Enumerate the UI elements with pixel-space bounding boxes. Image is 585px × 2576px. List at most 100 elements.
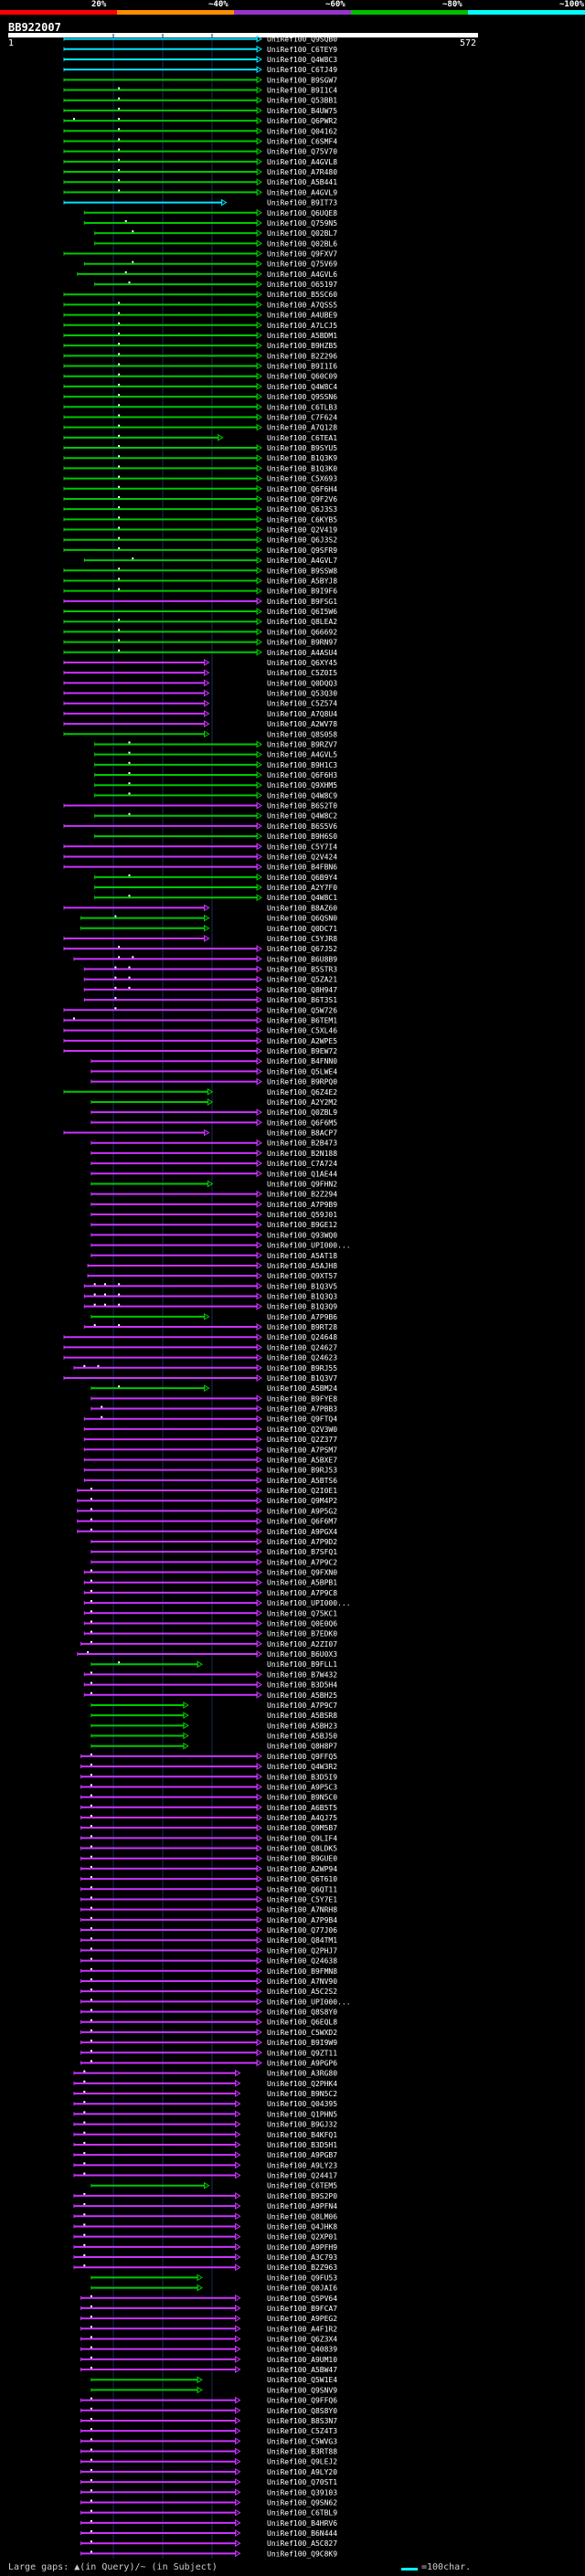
hit-label[interactable]: UniRef100_Q6PWR2 — [267, 117, 337, 125]
hit-label[interactable]: UniRef100_Q6F6M7 — [267, 1518, 337, 1526]
hit-label[interactable]: UniRef100_Q02BL6 — [267, 239, 337, 248]
hit-label[interactable]: UniRef100_A9PEG2 — [267, 2315, 337, 2323]
hit-label[interactable]: UniRef100_Q1PHN5 — [267, 2110, 337, 2118]
hit-label[interactable]: UniRef100_B4FNN0 — [267, 1057, 337, 1065]
hit-label[interactable]: UniRef100_Q5W726 — [267, 1006, 337, 1014]
hit-label[interactable]: UniRef100_Q6B9Y4 — [267, 874, 337, 882]
hit-label[interactable]: UniRef100_B2Z963 — [267, 2263, 337, 2272]
hit-label[interactable]: UniRef100_Q4W8C4 — [267, 383, 337, 391]
hit-label[interactable]: UniRef100_B9RPQ0 — [267, 1078, 337, 1087]
hit-label[interactable]: UniRef100_B7W432 — [267, 1670, 337, 1679]
hit-label[interactable]: UniRef100_A4GVL8 — [267, 158, 337, 166]
hit-label[interactable]: UniRef100_Q9SN62 — [267, 2498, 337, 2507]
hit-label[interactable]: UniRef100_B9N5C0 — [267, 1794, 337, 1802]
hit-label[interactable]: UniRef100_B5STR3 — [267, 966, 337, 974]
hit-label[interactable]: UniRef100_Q4JHK8 — [267, 2222, 337, 2231]
hit-label[interactable]: UniRef100_A6B5T5 — [267, 1804, 337, 1812]
hit-label[interactable]: UniRef100_Q9M5B7 — [267, 1824, 337, 1832]
hit-label[interactable]: UniRef100_C5Y7E1 — [267, 1895, 337, 1903]
hit-label[interactable]: UniRef100_Q9C8K9 — [267, 2549, 337, 2558]
hit-label[interactable]: UniRef100_C5Y7I4 — [267, 843, 337, 851]
hit-label[interactable]: UniRef100_O65197 — [267, 281, 337, 289]
hit-label[interactable]: UniRef100_B9GUE0 — [267, 1855, 337, 1863]
hit-label[interactable]: UniRef100_Q9FFQ5 — [267, 1753, 337, 1761]
hit-label[interactable]: UniRef100_Q8LM06 — [267, 2212, 337, 2221]
hit-label[interactable]: UniRef100_Q5ZA21 — [267, 976, 337, 984]
hit-label[interactable]: UniRef100_B9FYE8 — [267, 1394, 337, 1403]
hit-label[interactable]: UniRef100_A2WV78 — [267, 720, 337, 728]
hit-label[interactable]: UniRef100_Q66692 — [267, 628, 337, 636]
hit-label[interactable]: UniRef100_B9SYU5 — [267, 444, 337, 452]
hit-label[interactable]: UniRef100_Q9FFQ6 — [267, 2397, 337, 2405]
hit-label[interactable]: UniRef100_C6SMF4 — [267, 137, 337, 145]
hit-label[interactable]: UniRef100_Q84TM1 — [267, 1936, 337, 1945]
hit-label[interactable]: UniRef100_A5C2S2 — [267, 1988, 337, 1996]
hit-label[interactable]: UniRef100_B6U0X3 — [267, 1650, 337, 1659]
hit-label[interactable]: UniRef100_Q0JAI6 — [267, 2284, 337, 2293]
hit-label[interactable]: UniRef100_B9FCA7 — [267, 2305, 337, 2313]
hit-label[interactable]: UniRef100_UPI000... — [267, 1998, 351, 2006]
hit-label[interactable]: UniRef100_A4ASU4 — [267, 649, 337, 657]
hit-label[interactable]: UniRef100_C5Z574 — [267, 700, 337, 708]
hit-label[interactable]: UniRef100_B3RT88 — [267, 2448, 337, 2456]
hit-label[interactable]: UniRef100_B9SGW7 — [267, 76, 337, 84]
hit-label[interactable]: UniRef100_A7QSS5 — [267, 301, 337, 309]
hit-label[interactable]: UniRef100_A7PSM7 — [267, 1446, 337, 1454]
hit-label[interactable]: UniRef100_B8S3N7 — [267, 2417, 337, 2425]
hit-label[interactable]: UniRef100_C6TLB3 — [267, 403, 337, 411]
hit-label[interactable]: UniRef100_A7R480 — [267, 168, 337, 176]
hit-label[interactable]: UniRef100_B4HRV6 — [267, 2519, 337, 2528]
hit-label[interactable]: UniRef100_Q77J06 — [267, 1926, 337, 1935]
hit-label[interactable]: UniRef100_A9P5C3 — [267, 1783, 337, 1791]
hit-label[interactable]: UniRef100_A7PBB3 — [267, 1405, 337, 1414]
hit-label[interactable]: UniRef100_C6TEA1 — [267, 434, 337, 442]
hit-label[interactable]: UniRef100_B4UW75 — [267, 107, 337, 115]
hit-label[interactable]: UniRef100_B6S5V6 — [267, 822, 337, 831]
hit-label[interactable]: UniRef100_Q0DC71 — [267, 925, 337, 933]
hit-label[interactable]: UniRef100_B9FLL1 — [267, 1660, 337, 1669]
hit-label[interactable]: UniRef100_Q6QSN0 — [267, 915, 337, 923]
hit-label[interactable]: UniRef100_A3C793 — [267, 2253, 337, 2262]
hit-label[interactable]: UniRef100_Q04162 — [267, 127, 337, 135]
hit-label[interactable]: UniRef100_B7EDK0 — [267, 1630, 337, 1638]
hit-label[interactable]: UniRef100_B3D5H1 — [267, 2141, 337, 2149]
hit-label[interactable]: UniRef100_A9PFN4 — [267, 2202, 337, 2210]
hit-label[interactable]: UniRef100_A7Q8U4 — [267, 710, 337, 718]
hit-label[interactable]: UniRef100_B2B473 — [267, 1140, 337, 1148]
hit-label[interactable]: UniRef100_C5X693 — [267, 475, 337, 483]
hit-label[interactable]: UniRef100_B9S2P0 — [267, 2192, 337, 2200]
hit-label[interactable]: UniRef100_Q2Z377 — [267, 1436, 337, 1444]
hit-label[interactable]: UniRef100_Q9XHM5 — [267, 781, 337, 790]
hit-label[interactable]: UniRef100_A7P9D2 — [267, 1538, 337, 1546]
hit-label[interactable]: UniRef100_Q2PHJ7 — [267, 1946, 337, 1955]
hit-label[interactable]: UniRef100_A7P9B6 — [267, 1313, 337, 1321]
hit-label[interactable]: UniRef100_C5WXD2 — [267, 2029, 337, 2037]
hit-label[interactable]: UniRef100_A9PGP6 — [267, 2059, 337, 2067]
hit-label[interactable]: UniRef100_Q6F6H4 — [267, 485, 337, 493]
hit-label[interactable]: UniRef100_Q6F6M5 — [267, 1118, 337, 1127]
hit-label[interactable]: UniRef100_B9RT28 — [267, 1323, 337, 1331]
hit-label[interactable]: UniRef100_C6KYB5 — [267, 515, 337, 524]
hit-label[interactable]: UniRef100_Q5W1E4 — [267, 2376, 337, 2384]
hit-label[interactable]: UniRef100_Q39103 — [267, 2488, 337, 2496]
hit-label[interactable]: UniRef100_A4GVL9 — [267, 188, 337, 196]
hit-label[interactable]: UniRef100_A9LY23 — [267, 2161, 337, 2169]
hit-label[interactable]: UniRef100_Q2I0E1 — [267, 1487, 337, 1495]
hit-label[interactable]: UniRef100_A5C827 — [267, 2539, 337, 2548]
hit-label[interactable]: UniRef100_B9SSW8 — [267, 567, 337, 575]
hit-label[interactable]: UniRef100_Q75KC1 — [267, 1609, 337, 1617]
hit-label[interactable]: UniRef100_UPI000... — [267, 1242, 351, 1250]
hit-label[interactable]: UniRef100_A7P9B9 — [267, 1201, 337, 1209]
hit-label[interactable]: UniRef100_Q4W8C2 — [267, 812, 337, 821]
hit-label[interactable]: UniRef100_C6TBL9 — [267, 2509, 337, 2518]
hit-label[interactable]: UniRef100_Q04395 — [267, 2100, 337, 2108]
hit-label[interactable]: UniRef100_C6TEM5 — [267, 2182, 337, 2190]
hit-label[interactable]: UniRef100_Q6QT11 — [267, 1885, 337, 1893]
hit-label[interactable]: UniRef100_B2Z294 — [267, 1191, 337, 1199]
hit-label[interactable]: UniRef100_C7F624 — [267, 413, 337, 421]
hit-label[interactable]: UniRef100_C5XL46 — [267, 1027, 337, 1035]
hit-label[interactable]: UniRef100_A7NV90 — [267, 1977, 337, 1986]
hit-label[interactable]: UniRef100_A5BH23 — [267, 1722, 337, 1730]
hit-label[interactable]: UniRef100_Q2V419 — [267, 526, 337, 535]
hit-label[interactable]: UniRef100_Q9SSN6 — [267, 393, 337, 401]
